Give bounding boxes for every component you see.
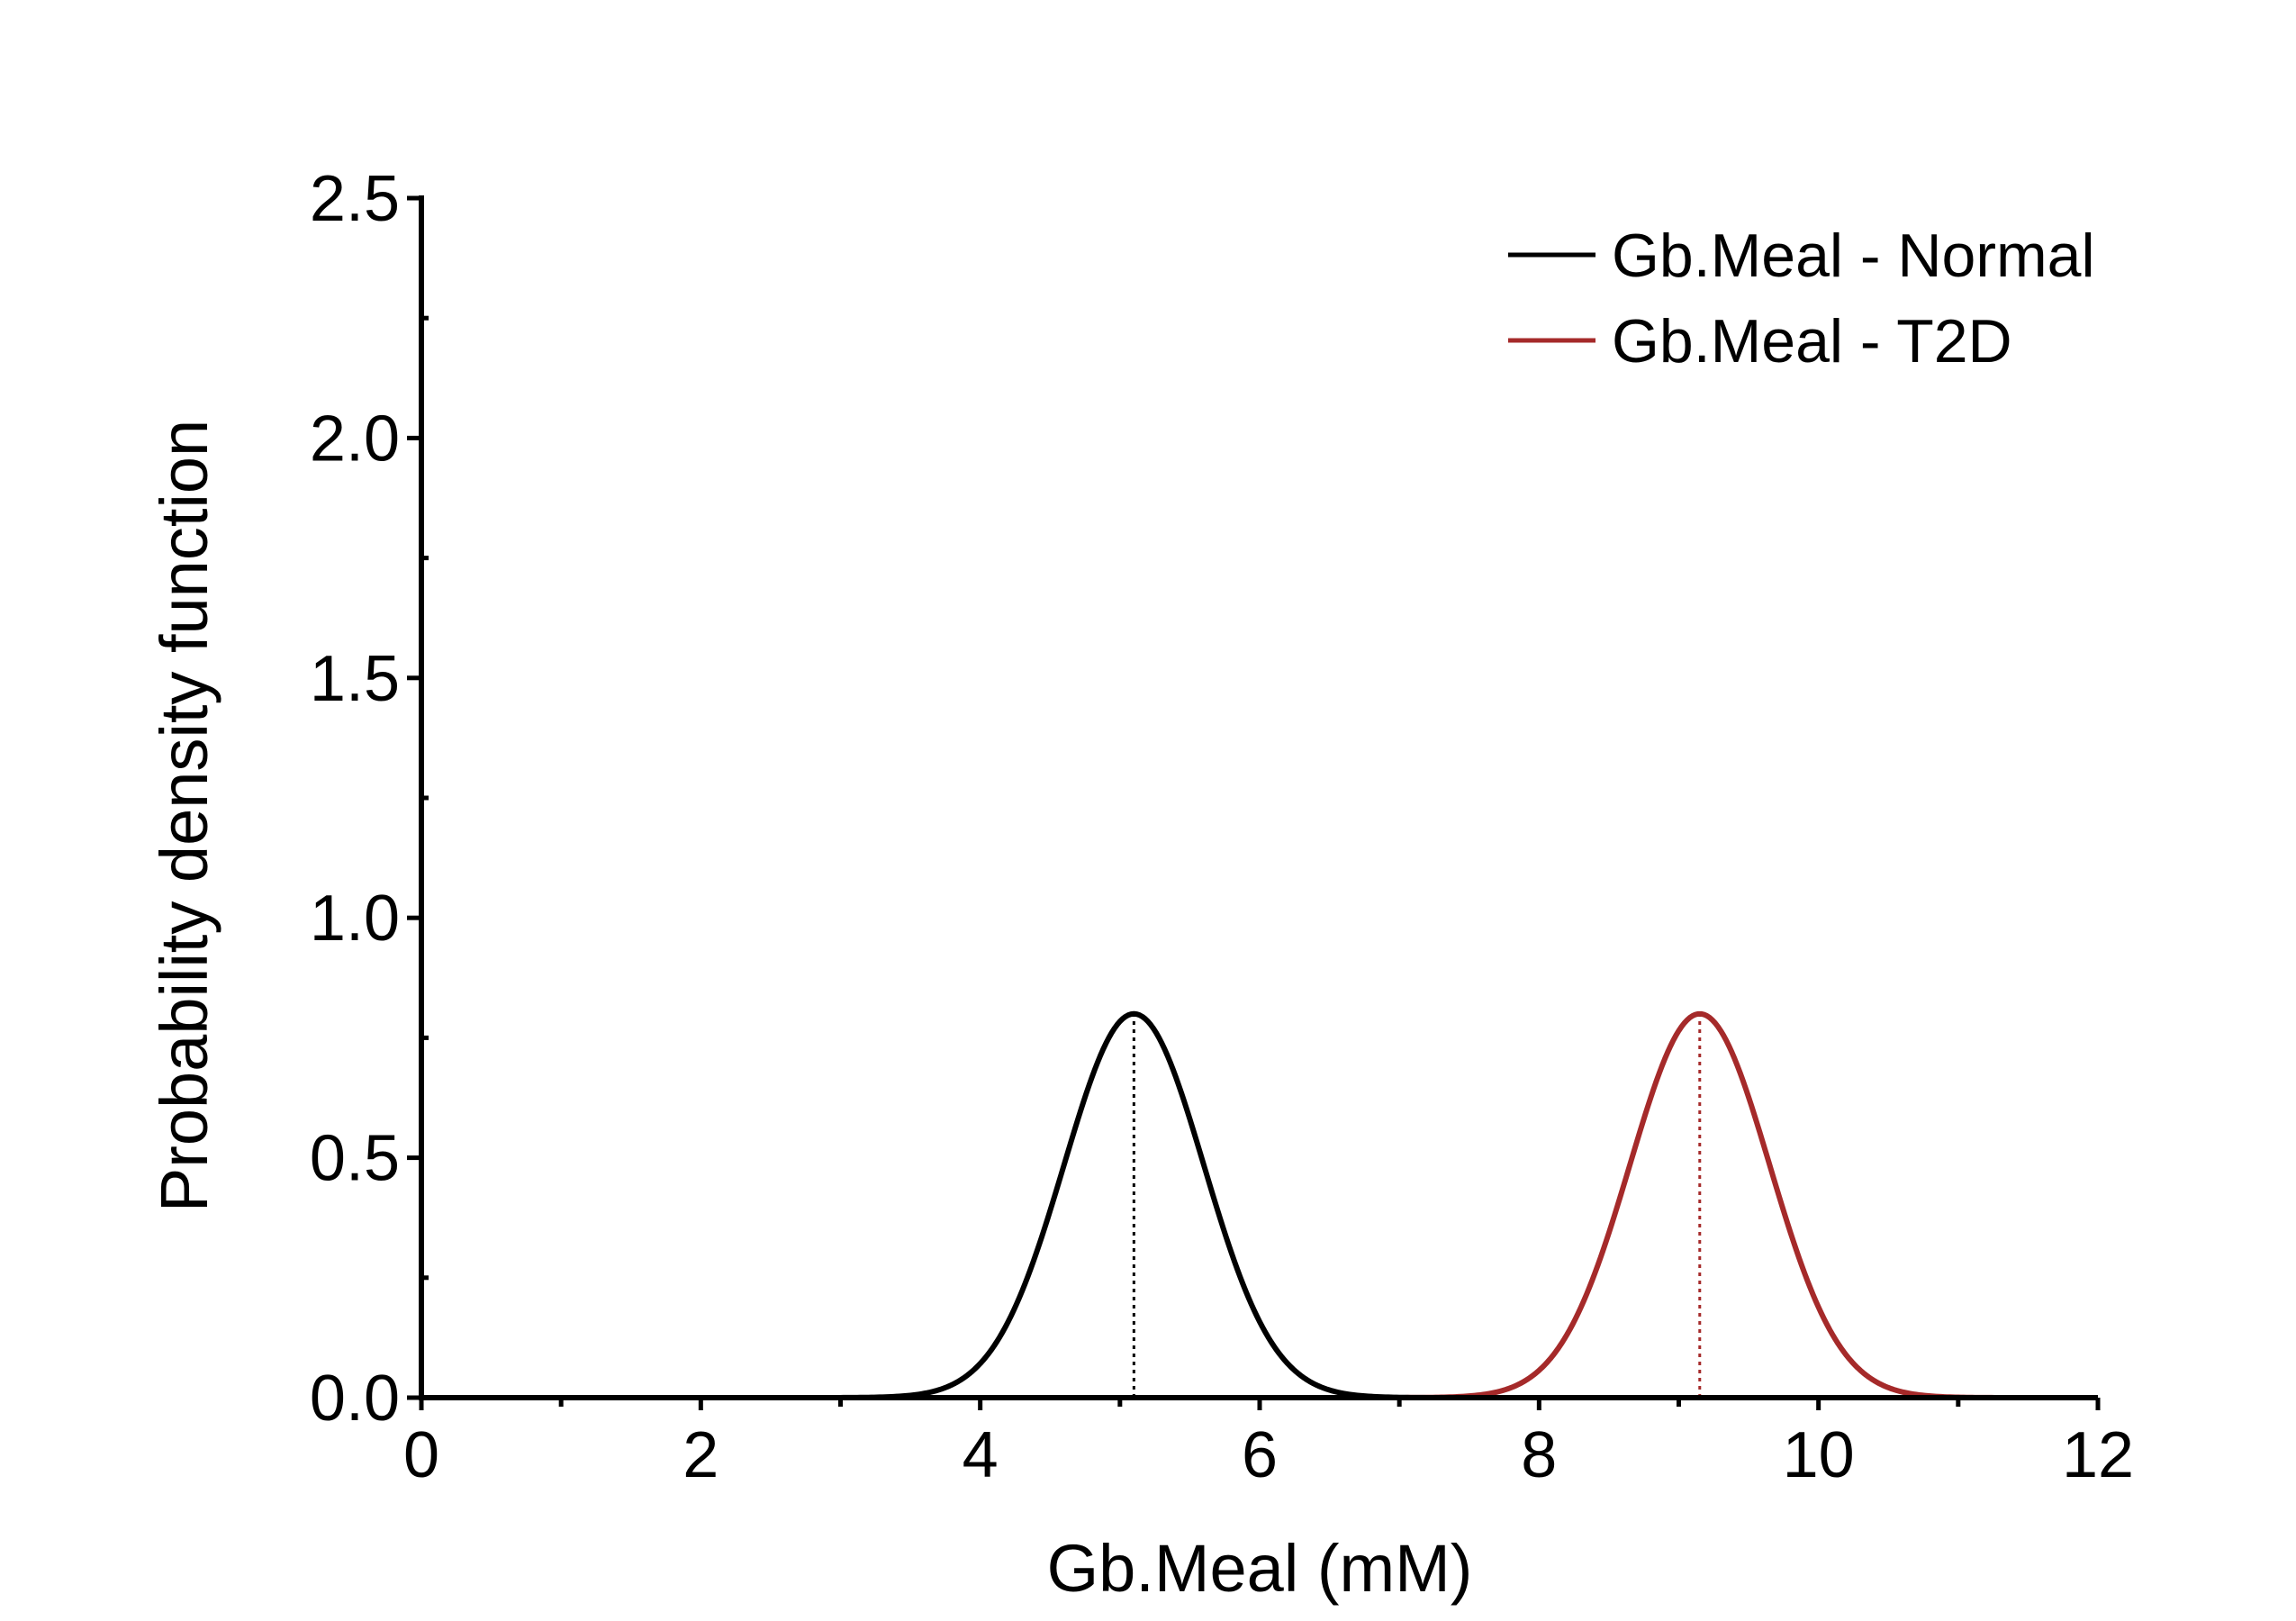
y-tick-label: 2.0 (310, 403, 400, 475)
series-line (421, 1010, 2098, 1400)
y-axis-title: Probability density function (147, 420, 221, 1212)
x-tick-label: 8 (1521, 1419, 1557, 1491)
series-line (421, 1010, 2098, 1400)
x-tick-label: 12 (2062, 1419, 2134, 1491)
y-axis-ticks: 0.0 0.5 1.0 1.5 2.0 2.5 (310, 163, 429, 1435)
x-axis-title: Gb.Meal (mM) (1047, 1531, 1473, 1606)
legend-label: Gb.Meal - T2D (1612, 307, 2012, 376)
x-axis-ticks: 0 2 4 6 8 10 12 (403, 1398, 2134, 1491)
legend-label: Gb.Meal - Normal (1612, 222, 2095, 290)
y-tick-label: 2.5 (310, 163, 400, 235)
legend: Gb.Meal - Normal Gb.Meal - T2D (1508, 222, 2095, 376)
y-tick-label: 1.0 (310, 883, 400, 955)
x-tick-label: 10 (1783, 1419, 1855, 1491)
x-tick-label: 6 (1242, 1419, 1278, 1491)
series-layer (421, 1010, 2098, 1400)
y-tick-label: 1.5 (310, 643, 400, 715)
x-tick-label: 0 (403, 1419, 439, 1491)
x-tick-label: 2 (682, 1419, 719, 1491)
y-tick-label: 0.5 (310, 1123, 400, 1195)
y-tick-label: 0.0 (310, 1363, 400, 1435)
x-tick-label: 4 (963, 1419, 999, 1491)
